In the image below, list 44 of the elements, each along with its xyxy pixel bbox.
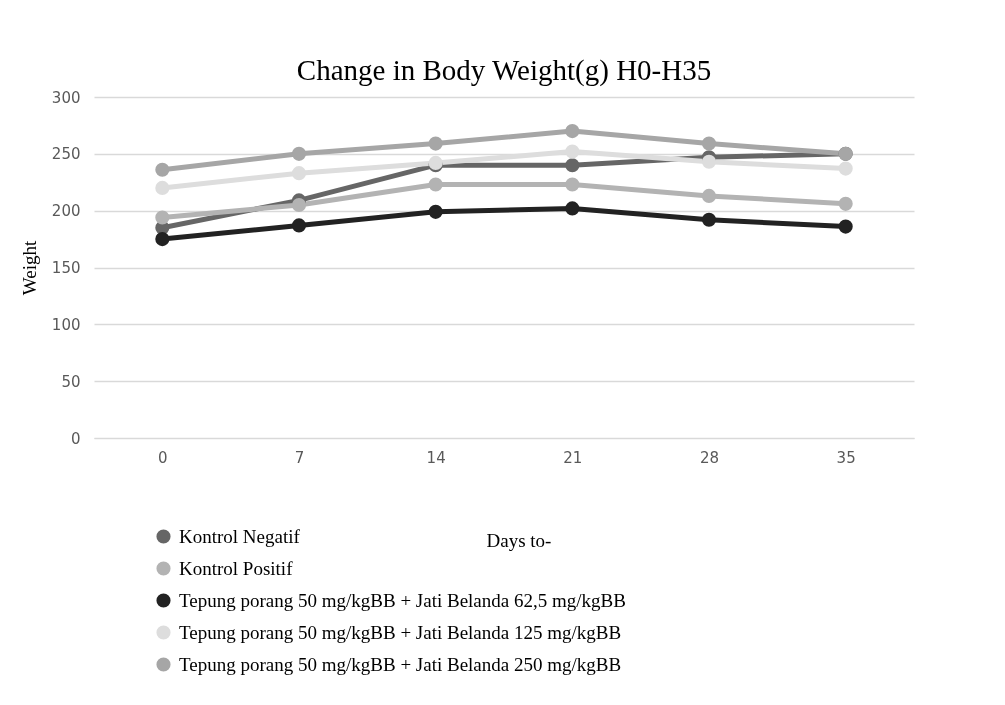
point — [155, 210, 170, 225]
x-axis-title: Days to- — [486, 529, 552, 551]
y-tick-label: 0 — [70, 429, 81, 448]
legend-label: Kontrol Positif — [179, 557, 294, 579]
point — [155, 180, 170, 195]
x-tick-label: 7 — [294, 448, 305, 467]
point — [565, 201, 580, 216]
x-tick-label: 28 — [699, 448, 720, 467]
chart-title: Change in Body Weight(g) H0-H35 — [296, 54, 712, 87]
point — [428, 177, 443, 192]
point — [565, 144, 580, 159]
x-tick-label: 35 — [836, 448, 856, 467]
point — [701, 136, 717, 151]
x-tick-label: 14 — [426, 448, 446, 467]
point — [155, 232, 170, 247]
y-tick-label: 50 — [61, 372, 81, 391]
point — [565, 158, 580, 173]
point — [565, 124, 580, 139]
point — [701, 188, 717, 203]
legend-label: Kontrol Negatif — [179, 525, 301, 547]
point — [291, 197, 307, 213]
y-tick-label: 150 — [51, 259, 81, 277]
point — [701, 212, 717, 227]
y-tick-label: 250 — [51, 145, 81, 164]
legend-label: Tepung porang 50 mg/kgBB + Jati Belanda 62,5 mg/kgBB — [179, 589, 626, 611]
x-tick-label: 21 — [563, 448, 583, 467]
point — [838, 196, 853, 211]
legend-label: Tepung porang 50 mg/kgBB + Jati Belanda 125 mg/kgBB — [179, 621, 622, 643]
point — [838, 161, 853, 176]
point — [291, 146, 307, 161]
point — [291, 166, 307, 181]
point — [838, 219, 853, 234]
point — [291, 218, 307, 233]
point — [428, 204, 443, 219]
point — [155, 162, 170, 177]
legend-label: Tepung porang 50 mg/kgBB + Jati Belanda 250 mg/kgBB — [179, 653, 622, 675]
y-axis-title: Weight — [18, 240, 40, 296]
y-tick-label: 200 — [51, 202, 81, 221]
x-tick-label: 0 — [158, 448, 168, 467]
y-tick-label: 300 — [51, 88, 81, 107]
point — [428, 136, 443, 151]
point — [565, 177, 580, 192]
point — [701, 154, 717, 169]
y-tick-label: 100 — [51, 315, 81, 334]
